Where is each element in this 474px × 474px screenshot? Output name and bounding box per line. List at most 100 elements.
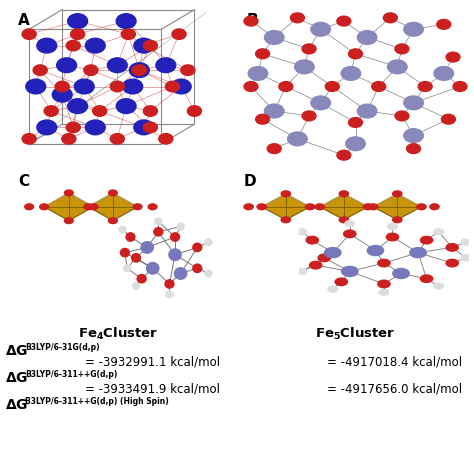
Circle shape bbox=[335, 278, 347, 286]
Text: = -4917656.0 kcal/mol: = -4917656.0 kcal/mol bbox=[327, 383, 462, 396]
Circle shape bbox=[255, 114, 270, 124]
Circle shape bbox=[430, 204, 439, 210]
Circle shape bbox=[92, 106, 107, 116]
Circle shape bbox=[121, 29, 136, 39]
Text: B3LYP/6-31G(d,p): B3LYP/6-31G(d,p) bbox=[25, 343, 100, 352]
Circle shape bbox=[297, 229, 307, 235]
Circle shape bbox=[110, 134, 124, 144]
Circle shape bbox=[434, 229, 443, 235]
Circle shape bbox=[348, 49, 363, 59]
Circle shape bbox=[84, 65, 98, 75]
Circle shape bbox=[57, 58, 76, 73]
Circle shape bbox=[108, 58, 127, 73]
Circle shape bbox=[392, 191, 402, 197]
Circle shape bbox=[410, 247, 426, 258]
Circle shape bbox=[342, 266, 358, 276]
Circle shape bbox=[89, 204, 98, 210]
Circle shape bbox=[348, 118, 363, 128]
Circle shape bbox=[388, 224, 397, 229]
Circle shape bbox=[341, 66, 361, 80]
Circle shape bbox=[109, 218, 118, 224]
Circle shape bbox=[325, 247, 341, 258]
Circle shape bbox=[120, 248, 129, 257]
Text: $\mathbf{Fe_4}$$\mathbf{ Cluster}$: $\mathbf{Fe_4}$$\mathbf{ Cluster}$ bbox=[78, 326, 158, 342]
Circle shape bbox=[143, 106, 157, 116]
Circle shape bbox=[339, 191, 348, 197]
Text: B3LYP/6-311++G(d,p) (High Spin): B3LYP/6-311++G(d,p) (High Spin) bbox=[25, 397, 169, 406]
Circle shape bbox=[134, 120, 154, 135]
Circle shape bbox=[64, 218, 73, 224]
Polygon shape bbox=[44, 193, 93, 221]
Polygon shape bbox=[320, 194, 368, 220]
Polygon shape bbox=[373, 194, 421, 220]
Circle shape bbox=[328, 286, 337, 292]
Circle shape bbox=[165, 280, 174, 288]
Circle shape bbox=[172, 29, 186, 39]
Circle shape bbox=[124, 265, 131, 272]
Circle shape bbox=[109, 190, 118, 196]
Circle shape bbox=[364, 204, 373, 210]
Circle shape bbox=[159, 134, 173, 144]
Circle shape bbox=[187, 106, 201, 116]
Circle shape bbox=[279, 82, 293, 91]
Circle shape bbox=[155, 218, 162, 225]
Circle shape bbox=[420, 237, 433, 244]
Circle shape bbox=[62, 134, 76, 144]
Circle shape bbox=[393, 268, 409, 279]
Circle shape bbox=[244, 16, 258, 26]
Circle shape bbox=[137, 274, 146, 283]
Circle shape bbox=[434, 283, 443, 289]
Circle shape bbox=[311, 22, 330, 36]
Circle shape bbox=[297, 268, 307, 274]
Circle shape bbox=[446, 244, 458, 251]
Circle shape bbox=[291, 13, 304, 23]
Circle shape bbox=[288, 132, 307, 146]
Circle shape bbox=[44, 106, 58, 116]
Circle shape bbox=[372, 82, 386, 91]
Circle shape bbox=[143, 122, 157, 133]
Circle shape bbox=[344, 230, 356, 237]
Circle shape bbox=[395, 111, 409, 121]
Circle shape bbox=[461, 255, 471, 261]
Text: = -3932991.1 kcal/mol: = -3932991.1 kcal/mol bbox=[85, 356, 220, 369]
Circle shape bbox=[281, 191, 291, 197]
Circle shape bbox=[116, 99, 136, 113]
Polygon shape bbox=[262, 194, 310, 220]
Circle shape bbox=[33, 65, 47, 75]
Circle shape bbox=[174, 268, 187, 279]
Circle shape bbox=[325, 82, 339, 91]
Circle shape bbox=[453, 82, 467, 91]
Circle shape bbox=[66, 40, 80, 51]
Circle shape bbox=[318, 254, 330, 262]
Circle shape bbox=[417, 204, 426, 210]
Text: D: D bbox=[244, 173, 256, 189]
Circle shape bbox=[22, 134, 36, 144]
Circle shape bbox=[193, 243, 202, 252]
Circle shape bbox=[267, 144, 281, 154]
Circle shape bbox=[154, 228, 163, 236]
Circle shape bbox=[311, 96, 330, 109]
Circle shape bbox=[177, 223, 184, 230]
Circle shape bbox=[305, 204, 315, 210]
Circle shape bbox=[446, 259, 458, 267]
Text: $\mathbf{\Delta G}$: $\mathbf{\Delta G}$ bbox=[5, 398, 28, 412]
Circle shape bbox=[418, 82, 432, 91]
Circle shape bbox=[404, 129, 423, 142]
Text: C: C bbox=[18, 173, 29, 189]
Circle shape bbox=[264, 31, 284, 44]
Text: = -4917018.4 kcal/mol: = -4917018.4 kcal/mol bbox=[327, 356, 462, 369]
Circle shape bbox=[420, 275, 433, 283]
Circle shape bbox=[205, 270, 212, 277]
Circle shape bbox=[84, 204, 92, 210]
Circle shape bbox=[407, 144, 420, 154]
Circle shape bbox=[302, 111, 316, 121]
Circle shape bbox=[367, 246, 383, 255]
Circle shape bbox=[383, 13, 397, 23]
Circle shape bbox=[52, 87, 72, 102]
Text: $\mathbf{Fe_5}$$\mathbf{ Cluster}$: $\mathbf{Fe_5}$$\mathbf{ Cluster}$ bbox=[315, 326, 395, 342]
Circle shape bbox=[386, 233, 399, 241]
Circle shape bbox=[156, 58, 176, 73]
Circle shape bbox=[392, 217, 402, 223]
Circle shape bbox=[116, 14, 136, 28]
Text: $\mathbf{\Delta G}$: $\mathbf{\Delta G}$ bbox=[5, 344, 28, 358]
